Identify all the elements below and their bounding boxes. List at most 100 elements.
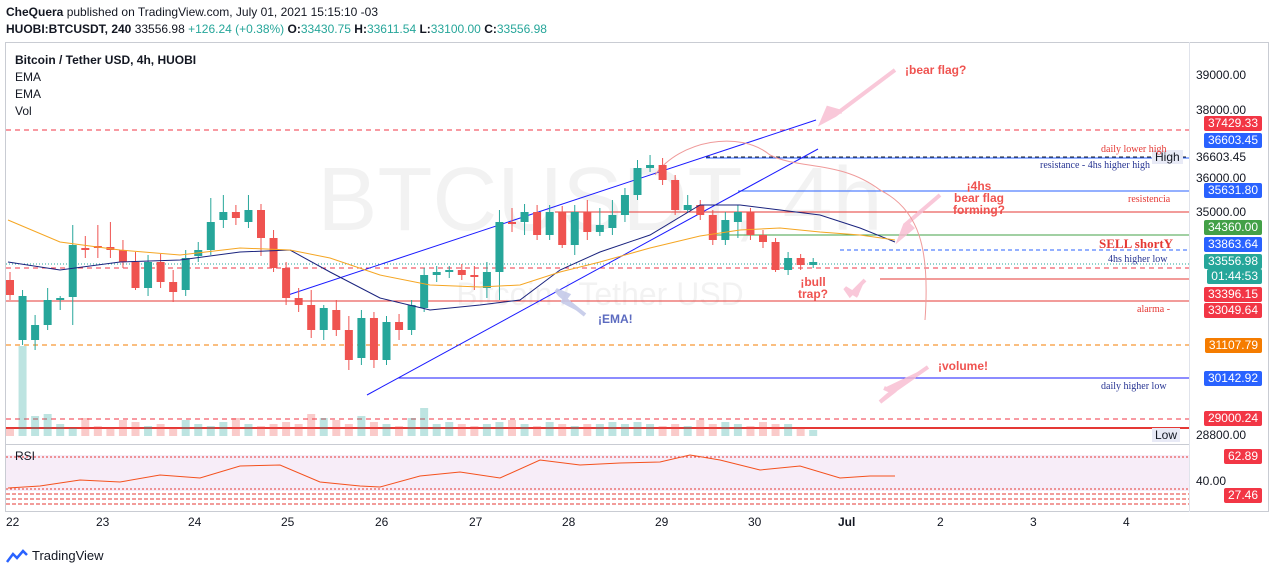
candle-body[interactable] — [6, 280, 14, 295]
candle-body[interactable] — [181, 258, 190, 290]
candle-body[interactable] — [269, 238, 278, 268]
candle-body[interactable] — [796, 258, 805, 265]
volume-bar — [633, 422, 642, 436]
legend-vol[interactable]: Vol — [15, 104, 32, 118]
candle-body[interactable] — [68, 245, 77, 297]
price-label: 36603.45 — [1203, 133, 1262, 148]
candle-body[interactable] — [696, 205, 705, 215]
chart-frame[interactable] — [5, 42, 1269, 512]
candle-body[interactable] — [407, 305, 416, 330]
candle-body[interactable] — [131, 262, 140, 288]
candle-body[interactable] — [784, 258, 793, 270]
candle-body[interactable] — [257, 210, 265, 238]
candle-body[interactable] — [545, 212, 554, 235]
note-bull-trap[interactable]: ¡bull trap? — [798, 276, 828, 300]
candle-body[interactable] — [809, 262, 818, 265]
price-label: 31107.79 — [1204, 338, 1262, 353]
candle-body[interactable] — [369, 318, 378, 360]
candle-body[interactable] — [658, 165, 667, 180]
candle-body[interactable] — [620, 195, 629, 215]
note-ema[interactable]: ¡EMA! — [598, 312, 633, 326]
candle-body[interactable] — [169, 282, 178, 292]
candle-body[interactable] — [282, 268, 291, 298]
note-sell-short[interactable]: SELL shortY — [1099, 236, 1174, 251]
volume-bar — [796, 428, 805, 436]
candle-body[interactable] — [482, 272, 491, 288]
volume-bar — [6, 428, 14, 436]
candle-body[interactable] — [595, 225, 604, 232]
candle-body[interactable] — [156, 262, 165, 282]
candle-body[interactable] — [683, 205, 692, 210]
candle-body[interactable] — [671, 180, 680, 210]
candle-body[interactable] — [244, 210, 253, 222]
volume-bar — [759, 422, 767, 436]
candle-body[interactable] — [746, 212, 755, 235]
price-tick: 38000.00 — [1196, 103, 1247, 117]
candle-body[interactable] — [231, 212, 240, 218]
price-axis-separator — [1189, 42, 1190, 512]
candle-body[interactable] — [570, 212, 579, 245]
candle-body[interactable] — [470, 275, 479, 277]
arrow-volume — [878, 365, 930, 404]
note-bear-flag[interactable]: ¡bear flag? — [905, 63, 967, 77]
note-volume[interactable]: ¡volume! — [938, 359, 989, 373]
candle-body[interactable] — [583, 212, 592, 232]
volume-bar — [696, 420, 705, 436]
high-tag-label: High — [1155, 150, 1180, 164]
candle-body[interactable] — [144, 262, 153, 288]
volume-bar — [31, 416, 40, 436]
candle-body[interactable] — [206, 222, 215, 250]
trendline-upper[interactable] — [287, 119, 817, 296]
candle-body[interactable] — [533, 212, 542, 235]
candle-body[interactable] — [721, 220, 730, 240]
candle-body[interactable] — [646, 165, 655, 168]
legend-title[interactable]: Bitcoin / Tether USD, 4h, HUOBI — [15, 53, 197, 67]
candle-body[interactable] — [43, 300, 52, 325]
chart-legend: Bitcoin / Tether USD, 4h, HUOBI EMA EMA … — [15, 52, 196, 120]
candle-body[interactable] — [508, 222, 516, 224]
freehand-curve — [654, 140, 927, 321]
candle-body[interactable] — [382, 322, 391, 360]
candle-body[interactable] — [294, 298, 303, 305]
candle-body[interactable] — [18, 296, 27, 340]
candle-body[interactable] — [81, 248, 90, 250]
candle-body[interactable] — [395, 322, 404, 330]
candle-body[interactable] — [759, 235, 767, 242]
rsi-level-label: 27.46 — [1223, 488, 1262, 503]
candle-body[interactable] — [708, 215, 717, 240]
candle-body[interactable] — [118, 250, 127, 262]
countdown-label: 01:44:53 — [1207, 269, 1262, 284]
candle-body[interactable] — [495, 222, 504, 272]
candle-body[interactable] — [319, 308, 328, 330]
label-daily-lower-high: daily lower high — [1101, 144, 1167, 155]
candle-body[interactable] — [432, 272, 441, 275]
legend-ema-2[interactable]: EMA — [15, 87, 42, 101]
candle-body[interactable] — [31, 325, 40, 340]
author-name[interactable]: CheQuera — [6, 5, 64, 19]
candle-body[interactable] — [520, 212, 529, 222]
trendline-lower[interactable] — [366, 148, 819, 396]
candle-body[interactable] — [332, 310, 341, 330]
candle-body[interactable] — [307, 305, 316, 330]
volume-bar — [407, 418, 416, 436]
candle-body[interactable] — [771, 242, 780, 270]
volume-bar — [357, 416, 366, 436]
candle-body[interactable] — [56, 298, 65, 300]
candle-body[interactable] — [219, 212, 228, 220]
note-4h-bear-flag[interactable]: ¡4hs bear flag forming? — [953, 180, 1005, 216]
footer-brand[interactable]: TradingView — [6, 548, 104, 563]
candle-body[interactable] — [344, 330, 353, 360]
legend-rsi[interactable]: RSI — [15, 449, 36, 463]
candle-body[interactable] — [633, 168, 642, 195]
candle-body[interactable] — [558, 212, 567, 245]
candle-body[interactable] — [357, 318, 366, 358]
candle-body[interactable] — [733, 212, 742, 222]
low-tag: Low — [1152, 428, 1181, 442]
candle-body[interactable] — [457, 270, 466, 275]
price-label: 33396.15 — [1203, 287, 1262, 302]
candle-body[interactable] — [445, 270, 454, 272]
candle-body[interactable] — [608, 215, 617, 228]
candle-body[interactable] — [420, 275, 429, 308]
legend-ema-1[interactable]: EMA — [15, 70, 42, 84]
